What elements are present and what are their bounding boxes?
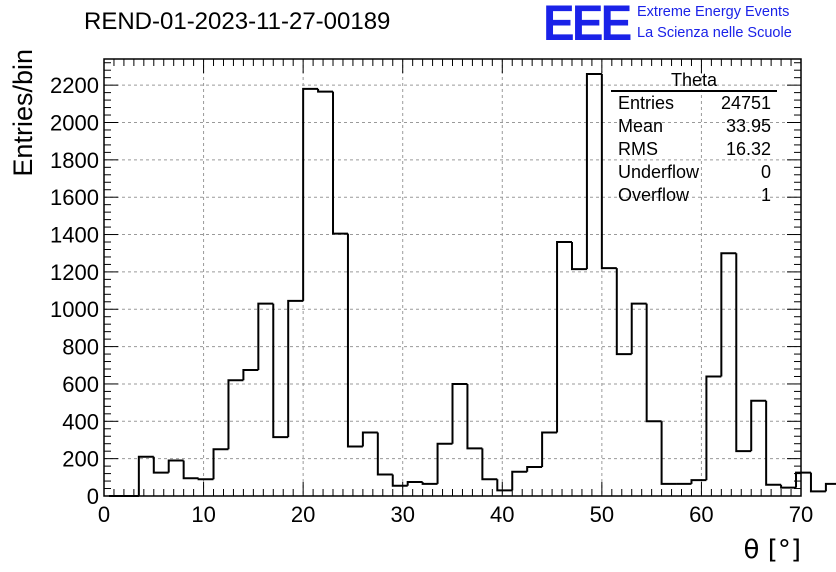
stats-label: RMS (618, 139, 658, 159)
histogram-bin (720, 252, 737, 377)
x-tick-label: 70 (789, 502, 813, 527)
stats-label: Underflow (618, 162, 700, 182)
histogram-bin (481, 448, 498, 481)
histogram-bin (615, 268, 632, 356)
histogram-bin (451, 382, 468, 444)
histogram-bin (212, 448, 229, 480)
stats-row-underflow: Underflow 0 (611, 161, 777, 184)
histogram-bin (645, 303, 662, 423)
y-tick-label: 2000 (50, 110, 99, 135)
y-tick-label: 600 (62, 372, 99, 397)
stats-label: Entries (618, 93, 675, 113)
histogram-bin (391, 474, 408, 487)
eee-logo: EEE (543, 0, 632, 51)
x-tick-label: 10 (191, 502, 215, 527)
x-tick-label: 20 (291, 502, 315, 527)
stats-row-mean: Mean 33.95 (611, 115, 777, 138)
histogram-bin (376, 432, 393, 476)
histogram-bin (600, 73, 617, 270)
stats-row-rms: RMS 16.32 (611, 138, 777, 161)
y-tick-label: 200 (62, 447, 99, 472)
histogram-bin (167, 459, 184, 473)
stats-box: Theta Entries 24751 Mean 33.95 RMS 16.32… (611, 71, 777, 207)
histogram-bin (570, 242, 587, 271)
histogram-bin (630, 302, 647, 355)
histogram-bin (137, 455, 154, 496)
org-name-line1: Extreme Energy Events (637, 4, 790, 20)
histogram-bin (242, 368, 259, 381)
histogram-bin (585, 72, 602, 270)
histogram-bin (705, 375, 722, 481)
histogram-bin (466, 383, 483, 450)
x-tick-label: 50 (590, 502, 614, 527)
histogram-bin (780, 484, 797, 489)
run-title: REND-01-2023-11-27-00189 (84, 8, 391, 35)
histogram-bin (526, 466, 543, 472)
y-tick-label: 800 (62, 335, 99, 360)
stats-label: Overflow (618, 185, 690, 205)
x-tick-label: 60 (689, 502, 713, 527)
histogram-bin (227, 379, 244, 450)
y-tick-label: 1600 (50, 185, 99, 210)
x-tick-label: 0 (98, 502, 110, 527)
stats-row-entries: Entries 24751 (611, 92, 777, 115)
stats-value: 0 (760, 162, 771, 182)
y-tick-label: 1200 (50, 260, 99, 285)
histogram-bin (660, 421, 677, 485)
histogram-bin (556, 241, 572, 433)
y-tick-label: 1000 (50, 297, 99, 322)
histogram-bin (302, 87, 319, 301)
x-tick-label: 30 (390, 502, 414, 527)
histogram-bin (182, 460, 199, 480)
histogram-bin (346, 233, 363, 448)
y-tick-label: 0 (87, 484, 99, 509)
histogram-bin (197, 478, 214, 481)
histogram-bin (287, 299, 304, 438)
histogram-bin (765, 400, 782, 486)
histogram-bin (317, 88, 334, 93)
histogram-bin (795, 471, 811, 488)
stats-value: 24751 (720, 93, 771, 113)
histogram-bin (496, 479, 513, 492)
y-tick-label: 1400 (50, 223, 99, 248)
y-tick-label: 400 (62, 409, 99, 434)
histogram-bin (735, 253, 752, 453)
histogram-bin (824, 482, 836, 492)
y-axis-label: Entries/bin (8, 49, 38, 177)
histogram-bin (436, 442, 453, 484)
histogram-bin (152, 456, 169, 474)
histogram-bin (421, 481, 438, 485)
y-tick-label: 1800 (50, 148, 99, 173)
histogram-bin (511, 470, 528, 491)
org-name-line2: La Scienza nelle Scuole (637, 25, 792, 41)
histogram-bin (690, 479, 707, 484)
histogram-bin (406, 480, 423, 486)
stats-value: 33.95 (725, 116, 771, 136)
histogram-bin (750, 399, 767, 452)
stats-label: Mean (618, 116, 664, 136)
stats-value: 1 (760, 185, 771, 205)
stats-value: 16.32 (725, 139, 771, 159)
histogram-bin (809, 472, 826, 493)
histogram-bin (257, 302, 274, 370)
x-axis-label: θ [°] (744, 535, 801, 565)
histogram-bin (272, 303, 289, 439)
y-tick-label: 2200 (50, 73, 99, 98)
histogram-bin (541, 431, 558, 468)
histogram-bin (332, 91, 348, 235)
x-tick-label: 40 (490, 502, 514, 527)
histogram-bin (361, 431, 378, 447)
stats-title: Theta (611, 71, 777, 92)
stats-row-overflow: Overflow 1 (611, 184, 777, 207)
